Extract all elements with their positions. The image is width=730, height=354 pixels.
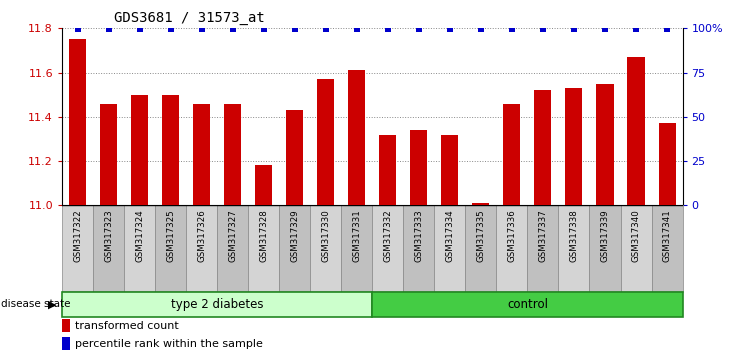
Bar	[566, 88, 583, 205]
Bar	[218, 205, 248, 292]
Bar	[279, 205, 310, 292]
Bar	[62, 337, 70, 350]
Bar	[504, 103, 520, 205]
Bar	[100, 103, 117, 205]
Text: GSM317327: GSM317327	[228, 210, 237, 262]
Text: ▶: ▶	[47, 299, 56, 309]
Bar	[434, 205, 466, 292]
Bar	[596, 84, 613, 205]
Text: GSM317325: GSM317325	[166, 210, 175, 262]
Bar	[372, 205, 404, 292]
Bar	[186, 205, 218, 292]
Text: GSM317334: GSM317334	[445, 210, 454, 262]
Text: GSM317333: GSM317333	[415, 210, 423, 262]
Text: GSM317328: GSM317328	[259, 210, 268, 262]
Bar	[410, 130, 427, 205]
Text: GSM317337: GSM317337	[539, 210, 548, 262]
Text: GSM317341: GSM317341	[663, 210, 672, 262]
Text: control: control	[507, 298, 548, 311]
Bar	[318, 79, 334, 205]
Text: GSM317330: GSM317330	[321, 210, 330, 262]
Text: GDS3681 / 31573_at: GDS3681 / 31573_at	[115, 11, 265, 25]
Bar	[496, 205, 528, 292]
Text: disease state: disease state	[1, 299, 70, 309]
Text: GSM317340: GSM317340	[631, 210, 640, 262]
Bar	[380, 135, 396, 205]
Bar	[348, 70, 365, 205]
Bar	[248, 205, 279, 292]
Text: type 2 diabetes: type 2 diabetes	[171, 298, 264, 311]
Text: GSM317322: GSM317322	[73, 210, 82, 262]
Text: GSM317323: GSM317323	[104, 210, 113, 262]
Text: GSM317331: GSM317331	[353, 210, 361, 262]
Bar	[193, 103, 210, 205]
Bar	[472, 203, 489, 205]
Text: GSM317335: GSM317335	[477, 210, 485, 262]
Text: GSM317329: GSM317329	[291, 210, 299, 262]
Bar	[93, 205, 124, 292]
Bar	[62, 205, 93, 292]
Text: GSM317338: GSM317338	[569, 210, 578, 262]
Text: GSM317332: GSM317332	[383, 210, 392, 262]
Bar	[255, 165, 272, 205]
Bar	[534, 90, 551, 205]
Bar	[590, 205, 620, 292]
Bar	[162, 95, 179, 205]
Text: transformed count: transformed count	[75, 321, 179, 331]
Bar	[124, 205, 155, 292]
Text: percentile rank within the sample: percentile rank within the sample	[75, 339, 263, 349]
Bar	[372, 292, 683, 317]
Text: GSM317326: GSM317326	[197, 210, 206, 262]
Bar	[442, 135, 458, 205]
Bar	[310, 205, 342, 292]
Text: GSM317336: GSM317336	[507, 210, 516, 262]
Bar	[528, 205, 558, 292]
Bar	[69, 39, 86, 205]
Bar	[131, 95, 148, 205]
Bar	[342, 205, 372, 292]
Bar	[286, 110, 303, 205]
Bar	[628, 57, 645, 205]
Bar	[224, 103, 241, 205]
Bar	[62, 319, 70, 332]
Text: GSM317339: GSM317339	[601, 210, 610, 262]
Bar	[658, 124, 675, 205]
Bar	[404, 205, 434, 292]
Bar	[558, 205, 590, 292]
Bar	[652, 205, 683, 292]
Bar	[62, 292, 372, 317]
Bar	[620, 205, 652, 292]
Bar	[155, 205, 186, 292]
Text: GSM317324: GSM317324	[135, 210, 144, 262]
Bar	[466, 205, 496, 292]
